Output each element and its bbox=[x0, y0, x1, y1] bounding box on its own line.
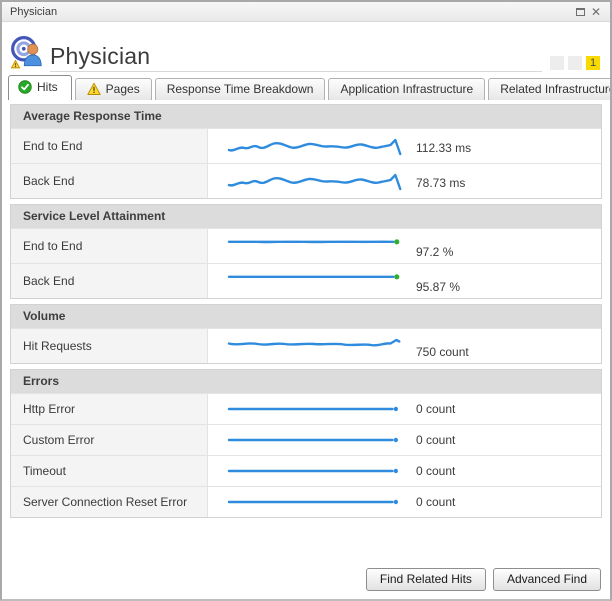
metric-value: 97.2 % bbox=[416, 245, 454, 259]
metric-value: 0 count bbox=[416, 464, 456, 478]
metric-row-http-error: Http Error 0 count bbox=[11, 393, 601, 424]
section-title: Average Response Time bbox=[11, 105, 601, 128]
sparkline-flat bbox=[227, 406, 399, 412]
metric-row-hit-requests: Hit Requests 750 count bbox=[11, 328, 601, 363]
sparkline-flat bbox=[227, 468, 399, 474]
section-title: Errors bbox=[11, 370, 601, 393]
sparkline-wavy-down bbox=[227, 173, 402, 191]
entity-header: Physician 1 bbox=[2, 22, 610, 72]
metric-label: Hit Requests bbox=[11, 329, 208, 363]
status-boxes: 1 bbox=[550, 56, 600, 70]
tab-application-infrastructure[interactable]: Application Infrastructure bbox=[328, 78, 486, 100]
metric-chart-cell: 97.2 % bbox=[208, 229, 601, 263]
metric-value: 750 count bbox=[416, 345, 469, 359]
metric-label: Http Error bbox=[11, 394, 208, 424]
physician-entity-icon bbox=[10, 36, 42, 69]
maximize-glyph bbox=[575, 7, 585, 16]
section-service-level-attainment: Service Level Attainment End to End 97.2 %… bbox=[10, 204, 602, 299]
tab-label: Related Infrastructure bbox=[500, 82, 612, 96]
sparkline-level-dot-wave bbox=[227, 239, 400, 245]
metric-row-server-connection-reset-error: Server Connection Reset Error 0 count bbox=[11, 486, 601, 517]
close-glyph: ✕ bbox=[590, 4, 602, 19]
sparkline-wavy-flat bbox=[227, 338, 401, 347]
tab-related-infrastructure[interactable]: Related Infrastructure bbox=[488, 78, 612, 100]
find-related-hits-button[interactable]: Find Related Hits bbox=[365, 568, 486, 591]
section-average-response-time: Average Response Time End to End 112.33 ms… bbox=[10, 104, 602, 199]
tab-label: Application Infrastructure bbox=[340, 82, 474, 96]
metric-chart-cell: 750 count bbox=[208, 329, 601, 363]
footer-buttons: Find Related Hits Advanced Find bbox=[365, 568, 601, 591]
metric-chart-cell: 0 count bbox=[208, 394, 601, 424]
section-errors: Errors Http Error 0 count Custom Error 0 cou… bbox=[10, 369, 602, 518]
metric-row-end-to-end: End to End 97.2 % bbox=[11, 228, 601, 263]
hits-tab-panel: Average Response Time End to End 112.33 ms… bbox=[2, 100, 610, 518]
metric-row-back-end: Back End 78.73 ms bbox=[11, 163, 601, 198]
metric-value: 95.87 % bbox=[416, 280, 461, 294]
metric-value: 112.33 ms bbox=[416, 141, 472, 155]
ok-check-icon bbox=[18, 80, 32, 94]
metric-chart-cell: 112.33 ms bbox=[208, 129, 601, 163]
section-title: Service Level Attainment bbox=[11, 205, 601, 228]
section-volume: Volume Hit Requests 750 count bbox=[10, 304, 602, 364]
sparkline-flat bbox=[227, 437, 399, 443]
metric-chart-cell: 78.73 ms bbox=[208, 164, 601, 198]
sparkline-wavy-down bbox=[227, 138, 402, 156]
metric-label: Back End bbox=[11, 264, 208, 298]
metric-chart-cell: 95.87 % bbox=[208, 264, 601, 298]
status-indicator-box bbox=[568, 56, 582, 70]
sparkline-level-dot bbox=[227, 274, 400, 280]
metric-value: 0 count bbox=[416, 495, 456, 509]
metric-chart-cell: 0 count bbox=[208, 487, 601, 517]
metric-value: 78.73 ms bbox=[416, 176, 466, 190]
metric-row-end-to-end: End to End 112.33 ms bbox=[11, 128, 601, 163]
tab-label: Response Time Breakdown bbox=[166, 82, 314, 96]
metric-label: End to End bbox=[11, 129, 208, 163]
title-underline-wrap: Physician bbox=[50, 43, 542, 72]
tab-pages[interactable]: Pages bbox=[74, 78, 152, 100]
metric-row-back-end: Back End 95.87 % bbox=[11, 263, 601, 298]
sparkline-flat bbox=[227, 499, 399, 505]
tab-hits[interactable]: Hits bbox=[8, 75, 72, 100]
metric-label: Server Connection Reset Error bbox=[11, 487, 208, 517]
metric-label: Back End bbox=[11, 164, 208, 198]
metric-value: 0 count bbox=[416, 402, 456, 416]
status-indicator-box bbox=[550, 56, 564, 70]
metric-label: End to End bbox=[11, 229, 208, 263]
section-title: Volume bbox=[11, 305, 601, 328]
metric-row-timeout: Timeout 0 count bbox=[11, 455, 601, 486]
advanced-find-button[interactable]: Advanced Find bbox=[492, 568, 601, 591]
window-titlebar[interactable]: Physician ✕ bbox=[2, 2, 610, 22]
alert-count-badge[interactable]: 1 bbox=[586, 56, 600, 70]
tab-response-time-breakdown[interactable]: Response Time Breakdown bbox=[154, 78, 326, 100]
metric-label: Custom Error bbox=[11, 425, 208, 455]
metric-value: 0 count bbox=[416, 433, 456, 447]
tab-label: Pages bbox=[105, 82, 140, 96]
tab-label: Hits bbox=[37, 80, 58, 94]
close-icon[interactable]: ✕ bbox=[588, 4, 604, 20]
maximize-icon[interactable] bbox=[572, 4, 588, 20]
metric-chart-cell: 0 count bbox=[208, 425, 601, 455]
page-title: Physician bbox=[50, 43, 151, 69]
metric-label: Timeout bbox=[11, 456, 208, 486]
tab-bar: Hits Pages Response Time Breakdown Applicat… bbox=[2, 75, 610, 100]
metric-row-custom-error: Custom Error 0 count bbox=[11, 424, 601, 455]
metric-chart-cell: 0 count bbox=[208, 456, 601, 486]
warning-triangle-icon bbox=[87, 82, 101, 95]
window-title: Physician bbox=[10, 5, 58, 18]
